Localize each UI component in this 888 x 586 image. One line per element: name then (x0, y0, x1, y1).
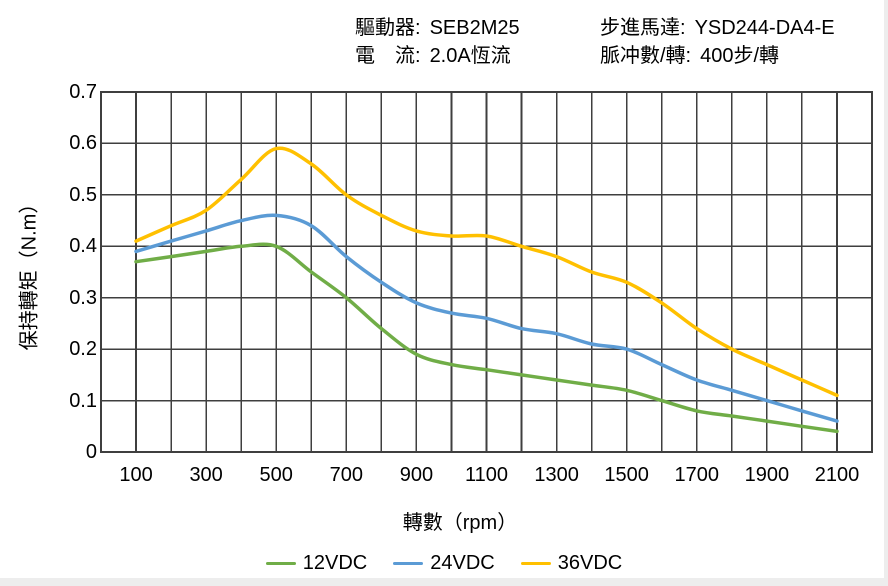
pulses-row: 脈冲數/轉: 400步/轉 (600, 42, 835, 70)
legend-line-swatch (520, 561, 551, 566)
current-label: 電 流: (355, 45, 421, 67)
motor-label: 步進馬達: (600, 17, 686, 39)
y-tick-label: 0.4 (69, 235, 97, 258)
page-edge-bottom (0, 578, 888, 586)
pulses-label: 脈冲數/轉: (600, 45, 692, 67)
x-axis-title: 轉數（rpm） (402, 512, 518, 534)
y-tick-label: 0.5 (69, 183, 97, 206)
legend-line-swatch (265, 561, 296, 566)
driver-label: 驅動器: (355, 17, 421, 39)
driver-value: SEB2M25 (429, 17, 520, 39)
x-tick-label: 300 (189, 464, 223, 486)
current-value: 2.0A恆流 (429, 45, 511, 67)
legend-item-12VDC: 12VDC (265, 552, 368, 575)
x-tick-label: 500 (259, 464, 293, 486)
y-tick-label: 0 (85, 441, 97, 463)
motor-row: 步進馬達: YSD244-DA4-E (600, 14, 835, 42)
y-tick-label: 0.1 (69, 389, 97, 412)
y-tick-label: 0.6 (69, 132, 97, 155)
x-tick-label: 2100 (814, 464, 860, 486)
page-edge-right (884, 0, 888, 586)
x-tick-label: 1300 (534, 464, 579, 486)
header-right-column: 步進馬達: YSD244-DA4-E 脈冲數/轉: 400步/轉 (600, 14, 835, 70)
series-line-12VDC (134, 242, 839, 434)
plot-area (99, 90, 874, 454)
legend-label: 24VDC (430, 552, 495, 574)
legend-item-24VDC: 24VDC (393, 552, 495, 575)
current-row: 電 流: 2.0A恆流 (355, 42, 520, 70)
header-left-column: 驅動器: SEB2M25 電 流: 2.0A恆流 (355, 14, 520, 70)
y-tick-label: 0.7 (69, 81, 97, 103)
x-tick-label: 1700 (674, 464, 720, 486)
plot-border (99, 90, 874, 454)
motor-value: YSD244-DA4-E (694, 17, 835, 39)
x-tick-label: 1900 (744, 464, 790, 486)
legend-label: 12VDC (302, 552, 368, 574)
x-tick-label: 1100 (464, 464, 508, 486)
x-tick-label: 1500 (604, 464, 649, 486)
legend: 12VDC 24VDC 36VDC (0, 552, 888, 575)
x-tick-label: 700 (329, 464, 363, 486)
x-tick-label: 100 (119, 464, 153, 486)
driver-row: 驅動器: SEB2M25 (355, 14, 520, 42)
series-line-24VDC (134, 213, 839, 423)
series-line-36VDC (134, 146, 839, 398)
legend-item-36VDC: 36VDC (520, 552, 623, 575)
y-axis-title: 保持轉矩（N.m） (18, 193, 41, 351)
y-tick-label: 0.2 (69, 338, 97, 361)
legend-label: 36VDC (557, 552, 623, 574)
y-tick-label: 0.3 (69, 286, 97, 309)
x-tick-label: 900 (399, 464, 434, 486)
legend-line-swatch (393, 561, 424, 566)
pulses-value: 400步/轉 (700, 45, 780, 67)
